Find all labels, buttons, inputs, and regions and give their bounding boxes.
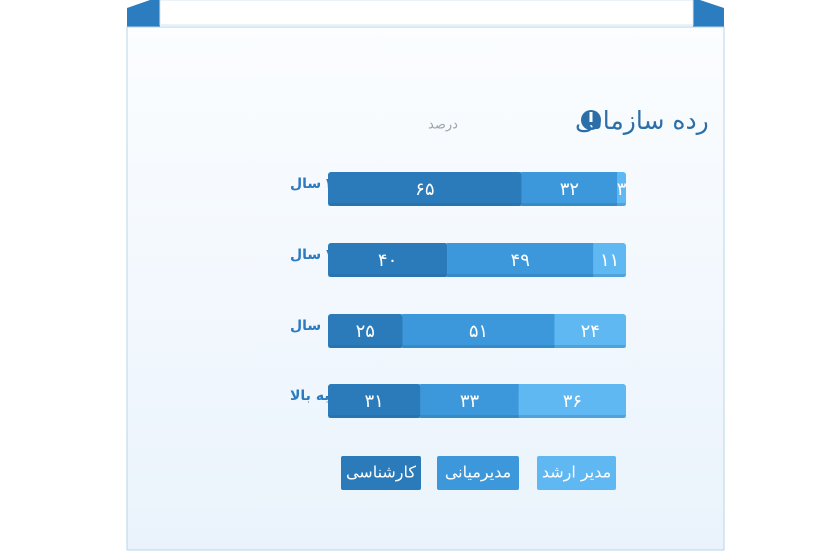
- bar-segment: [328, 384, 421, 418]
- bar-segment: [447, 243, 594, 277]
- value-label: ۴۰: [378, 250, 397, 271]
- corner-right: [693, 0, 724, 27]
- bar-shadow: [328, 345, 626, 348]
- value-label: ۶۵: [415, 179, 434, 200]
- bar-segment: [420, 384, 519, 418]
- value-label: ۲۴: [581, 321, 600, 342]
- legend-button[interactable]: [437, 456, 519, 490]
- card: [126, 26, 725, 551]
- value-label: ۳۶: [563, 391, 582, 412]
- value-label: ۴۹: [511, 250, 530, 271]
- info-icon-bar: [589, 112, 593, 122]
- chart-subtitle: درصد: [428, 118, 458, 133]
- legend-label[interactable]: مدیر ارشد: [542, 463, 611, 483]
- bar-segment: [328, 314, 403, 348]
- chart-title: رده سازمانی: [575, 106, 709, 135]
- value-label: ۲۵: [356, 321, 375, 342]
- value-label: ۳۳: [460, 391, 480, 412]
- bar-segment: [518, 384, 626, 418]
- bar-segment: [328, 172, 522, 206]
- bar-segment: [521, 172, 618, 206]
- legend-button[interactable]: [537, 456, 616, 490]
- value-label: ۳۱: [365, 391, 384, 412]
- value-label: ۱۱: [600, 250, 619, 271]
- bar-segment: [328, 243, 448, 277]
- bar-shadow: [328, 274, 626, 277]
- bar-segment: [617, 172, 626, 206]
- legend-label[interactable]: مدیرمیانی: [445, 463, 511, 483]
- value-label: ۳۲: [560, 179, 579, 200]
- legend-button[interactable]: [341, 456, 421, 490]
- bar-shadow: [328, 415, 626, 418]
- bar-segment: [593, 243, 626, 277]
- bar-segment: [402, 314, 555, 348]
- value-label: ۳: [617, 179, 627, 200]
- info-icon-dot: [589, 124, 593, 128]
- value-label: ۵۱: [469, 321, 488, 342]
- bar-shadow: [328, 203, 626, 206]
- legend-label[interactable]: کارشناسی: [346, 463, 416, 483]
- top-panel: [159, 0, 694, 26]
- bar-segment: [554, 314, 626, 348]
- corner-left: [127, 0, 160, 27]
